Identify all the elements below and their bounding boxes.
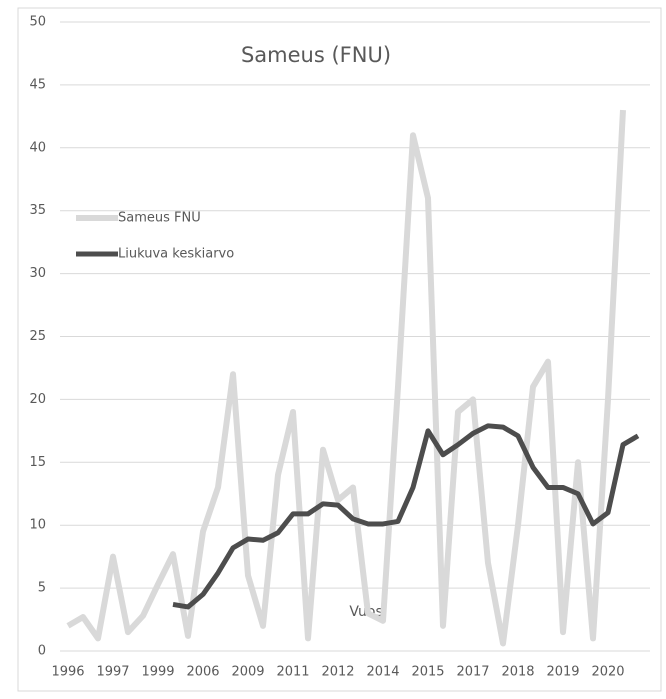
chart-frame [17,7,662,692]
series-line [66,109,626,647]
legend-label: Sameus FNU [118,211,201,226]
x-tick-label: 2011 [276,665,309,680]
series-line [172,423,640,610]
x-tick-label: 2006 [186,665,219,680]
x-tick-label: 2015 [411,665,444,680]
y-tick-label: 10 [29,518,46,533]
x-tick-label: 1997 [96,665,129,680]
x-tick-label: 1999 [141,665,174,680]
y-tick-label: 0 [38,644,46,659]
x-tick-label: 1996 [51,665,84,680]
y-tick-label: 30 [29,266,46,281]
x-tick-label: 2019 [546,665,579,680]
x-tick-label: 2014 [366,665,399,680]
x-tick-label: 2009 [231,665,264,680]
y-tick-label: 15 [29,455,46,470]
y-tick-label: 45 [29,77,46,92]
x-tick-label: 2020 [591,665,624,680]
legend-label: Liukuva keskiarvo [118,247,234,262]
x-tick-label: 2018 [501,665,534,680]
x-tick-label: 2017 [456,665,489,680]
x-tick-label: 2012 [321,665,354,680]
y-tick-label: 35 [29,203,46,218]
y-tick-label: 5 [38,581,46,596]
chart-title: Sameus (FNU) [241,43,391,67]
y-tick-label: 25 [29,329,46,344]
y-tick-label: 50 [29,15,46,30]
y-tick-label: 40 [29,140,46,155]
y-tick-label: 20 [29,392,46,407]
